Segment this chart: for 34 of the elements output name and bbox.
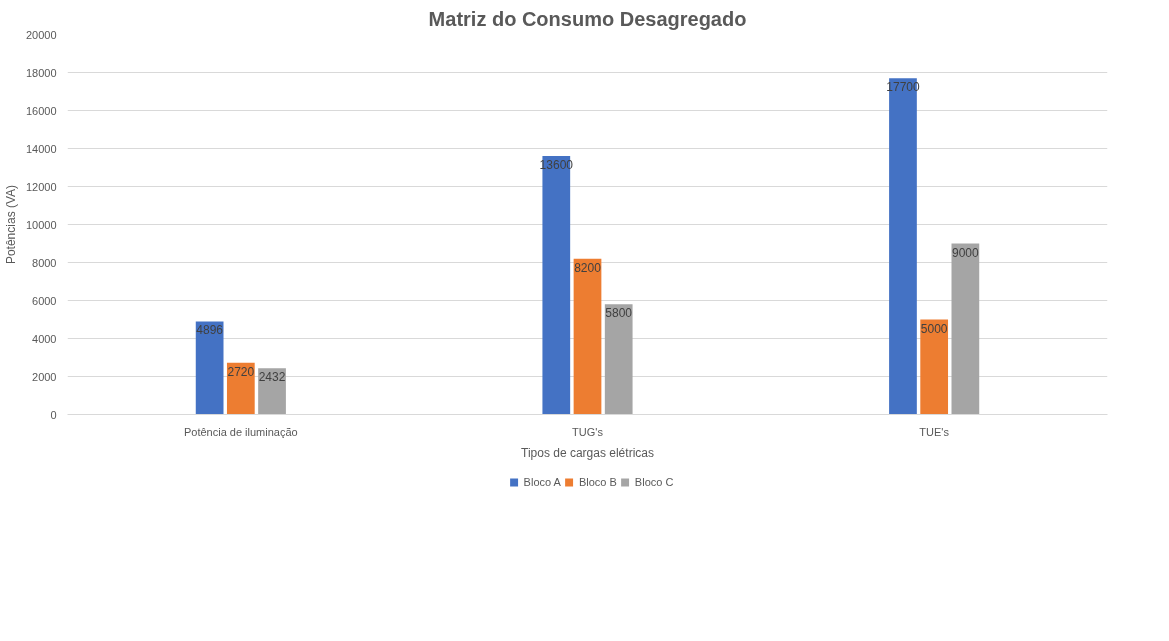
data-label: 4896 [196, 323, 224, 338]
data-label: 8200 [574, 260, 602, 275]
x-tick-label: TUG's [572, 425, 604, 438]
y-tick-label: 16000 [25, 104, 57, 117]
y-tick-label: 14000 [25, 142, 57, 155]
y-tick-label: 8000 [32, 256, 57, 269]
y-tick-label: 2000 [32, 370, 57, 383]
y-tick-label: 4000 [32, 332, 57, 345]
data-label: 9000 [952, 245, 980, 260]
y-tick-label: 6000 [32, 294, 57, 307]
x-tick-label: TUE's [919, 425, 950, 438]
legend-label: Bloco C [634, 476, 674, 488]
y-tick-label: 12000 [25, 180, 57, 193]
x-axis-title: Tipos de cargas elétricas [521, 445, 654, 460]
y-tick-label: 18000 [25, 66, 57, 79]
data-label: 2720 [227, 364, 255, 379]
y-tick-label: 20000 [25, 28, 57, 41]
legend-label: Bloco B [578, 476, 617, 488]
bar [573, 258, 602, 415]
bar [226, 362, 255, 415]
x-tick-label: Potência de iluminação [183, 425, 298, 438]
y-tick-label: 0 [50, 408, 57, 421]
chart-title: Matriz do Consumo Desagregado [428, 7, 747, 30]
bar [542, 156, 571, 415]
y-axis-title: Potências (VA) [3, 184, 18, 265]
y-tick-label: 10000 [25, 218, 57, 231]
bar [604, 304, 633, 415]
data-label: 2432 [258, 370, 286, 385]
data-label: 5000 [920, 321, 948, 336]
bar [195, 321, 224, 415]
legend-label: Bloco A [523, 476, 561, 488]
bar [951, 243, 980, 415]
bar [920, 319, 949, 415]
data-label: 5800 [605, 306, 633, 321]
